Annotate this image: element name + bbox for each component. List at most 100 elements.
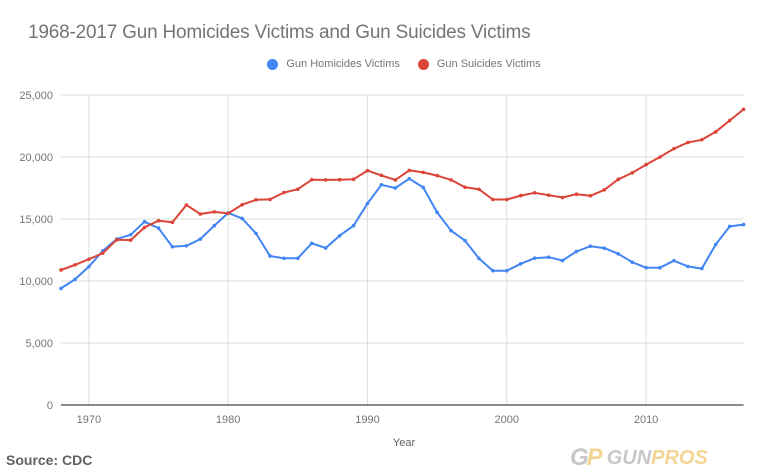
data-point [602,188,607,192]
data-point [337,177,342,182]
series-line [60,108,745,271]
source-note: Source: CDC [6,452,93,468]
y-tick-label: 25,000 [19,90,53,102]
data-point [296,256,300,261]
data-point [727,118,732,123]
data-point [463,238,467,243]
data-point [560,258,565,263]
data-point [407,176,412,181]
data-point [672,258,676,263]
x-tick-label: 1980 [216,414,240,426]
data-point [477,187,481,192]
data-point [170,244,175,249]
data-point [477,256,481,261]
data-point [713,242,718,247]
data-point [323,246,328,250]
data-point [658,265,662,270]
logo-text: GUNPROS [606,446,708,469]
legend-dot-icon [417,58,429,70]
data-point [588,194,593,198]
data-point [240,216,244,221]
data-point [309,241,314,246]
data-point [574,249,579,254]
data-point [463,185,467,190]
data-point [240,202,244,207]
data-point [713,130,718,134]
data-point [546,193,551,197]
data-point [114,238,119,242]
data-point [100,251,105,256]
x-tick-label: 1990 [355,414,379,426]
x-tick-label: 1970 [77,414,101,426]
legend: Gun Homicides Victims Gun Suicides Victi… [0,58,768,70]
x-tick-label: 2010 [634,414,658,426]
x-tick-label: 2000 [495,414,519,426]
data-point [393,178,398,182]
legend-dot-icon [267,58,279,70]
data-point [546,255,551,259]
data-point [435,173,439,178]
data-point [672,146,676,151]
data-point [351,177,356,182]
data-point [59,286,63,291]
data-point [532,191,537,195]
data-point [741,107,746,112]
x-axis-label: Year [392,437,416,449]
data-point [323,178,328,182]
data-point [212,210,217,214]
data-point [518,261,523,266]
data-point [686,264,690,269]
chart-title: 1968-2017 Gun Homicides Victims and Gun … [28,22,531,43]
data-point [282,190,286,195]
gunpros-logo: GP GUNPROS [570,444,708,472]
data-point [379,173,384,178]
data-point [616,252,621,256]
data-point [379,182,384,187]
data-point [254,231,258,236]
data-point [727,224,732,229]
data-point [73,277,77,282]
data-point [630,260,634,264]
data-point [156,226,161,230]
data-point [351,223,356,228]
y-tick-label: 10,000 [19,276,53,288]
legend-item-suicides[interactable]: Gun Suicides Victims [417,58,541,70]
legend-label: Gun Homicides Victims [286,58,400,70]
data-point [296,187,300,192]
data-point [532,256,537,260]
data-point [421,170,425,175]
data-point [491,268,495,273]
y-tick-label: 15,000 [19,214,53,226]
data-point [184,243,189,248]
y-tick-label: 5,000 [25,338,53,350]
legend-item-homicides[interactable]: Gun Homicides Victims [267,58,400,70]
data-point [170,220,175,225]
data-point [337,233,342,238]
data-point [365,201,370,206]
data-point [700,137,704,142]
data-point [309,177,314,182]
legend-label: Gun Suicides Victims [436,58,541,70]
data-point [226,211,230,216]
data-point [254,197,258,202]
data-point [504,268,509,273]
data-point [407,168,412,173]
data-point [184,203,189,207]
data-point [421,185,425,190]
data-point [198,212,203,216]
logo-mark-icon: GP [570,444,603,471]
data-point [658,155,662,159]
data-point [435,210,439,215]
data-point [393,186,398,190]
y-tick-label: 20,000 [19,152,53,164]
data-point [686,140,690,145]
data-point [156,218,161,223]
data-point [59,268,63,272]
data-point [268,197,272,202]
data-point [504,197,509,202]
data-point [128,238,133,242]
data-point [212,223,217,228]
data-point [268,254,272,258]
data-point [87,264,91,269]
